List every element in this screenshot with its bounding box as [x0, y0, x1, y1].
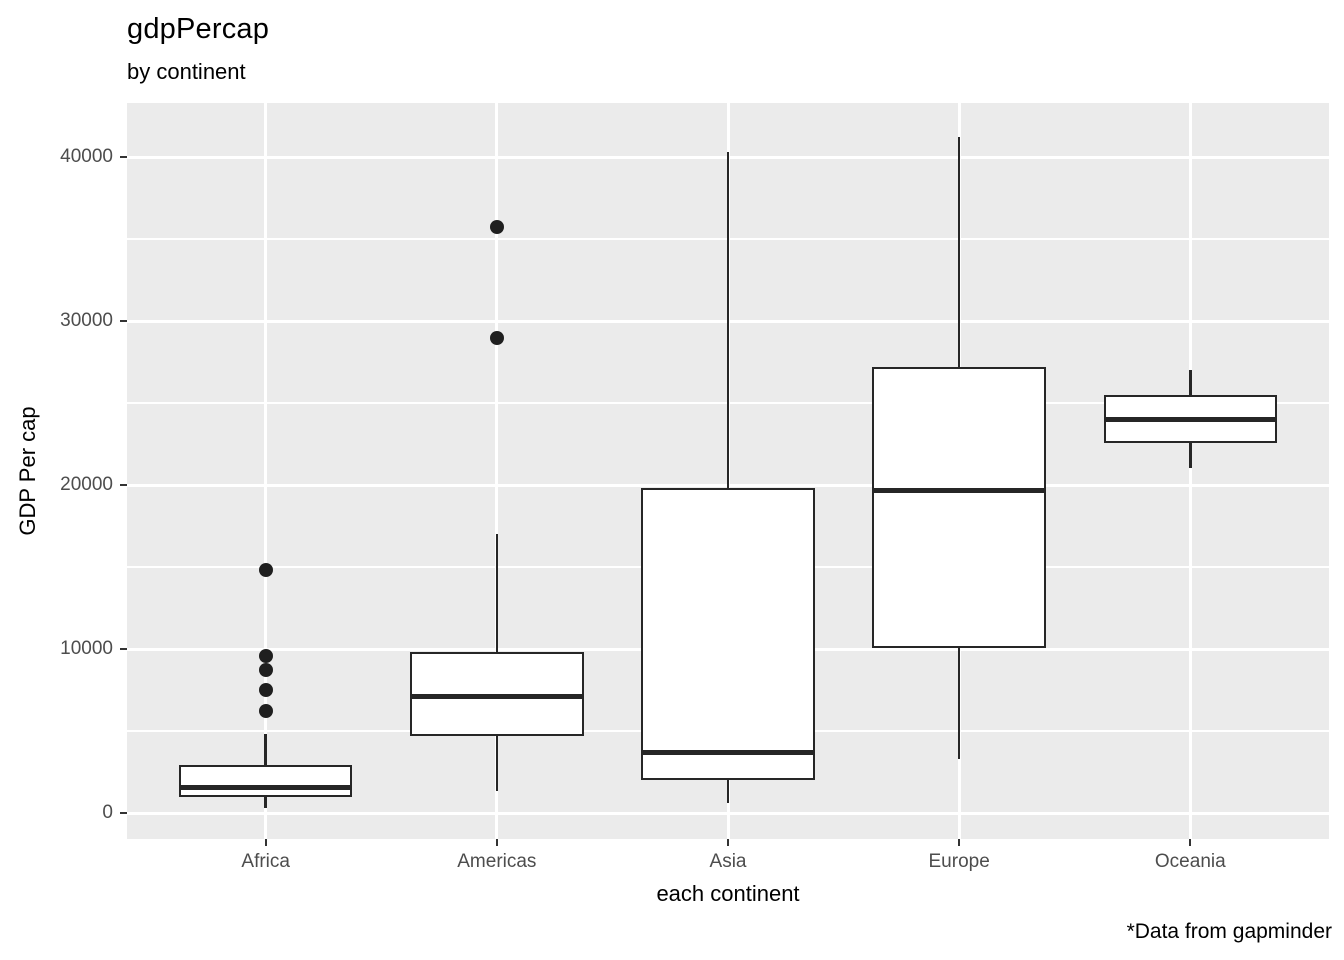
whisker-lower-oceania	[1189, 443, 1192, 468]
x-tick-label-europe: Europe	[928, 851, 990, 872]
outlier-dot-africa	[258, 563, 273, 578]
whisker-lower-asia	[726, 780, 730, 804]
y-tick-label-40000: 40000	[60, 146, 113, 167]
y-tick-label-20000: 20000	[60, 474, 113, 495]
y-tick-30000	[120, 320, 127, 322]
y-axis-title: GDP Per cap	[15, 406, 40, 536]
box-africa	[179, 764, 353, 798]
outlier-dot-africa	[258, 704, 273, 719]
whisker-upper-africa	[264, 734, 267, 765]
y-tick-0	[120, 812, 127, 814]
outlier-dot-americas	[489, 331, 504, 346]
gridline-x-africa	[264, 103, 268, 839]
y-tick-label-30000: 30000	[60, 310, 113, 331]
whisker-lower-africa	[264, 797, 267, 809]
median-line-americas	[410, 694, 584, 700]
x-axis-title: each continent	[656, 881, 800, 906]
x-tick-oceania	[1189, 839, 1192, 846]
gridline-x-oceania	[1188, 103, 1192, 839]
x-tick-asia	[727, 839, 729, 846]
plot-panel	[127, 103, 1329, 839]
plot-subtitle: by continent	[127, 59, 246, 84]
plot-title: gdpPercap	[127, 13, 270, 45]
outlier-dot-africa	[258, 663, 273, 678]
outlier-dot-africa	[258, 683, 273, 697]
whisker-upper-asia	[726, 152, 730, 489]
x-tick-americas	[495, 839, 498, 846]
median-line-oceania	[1103, 416, 1277, 422]
outlier-dot-americas	[489, 219, 504, 234]
whisker-lower-europe	[957, 648, 961, 759]
plot-caption: *Data from gapminder	[1126, 920, 1332, 943]
x-tick-label-americas: Americas	[457, 851, 537, 872]
x-tick-africa	[264, 839, 267, 846]
x-tick-label-asia: Asia	[709, 851, 747, 872]
outlier-dot-africa	[258, 648, 273, 663]
box-europe	[872, 366, 1046, 649]
y-tick-10000	[120, 648, 127, 650]
whisker-upper-europe	[957, 136, 961, 367]
whisker-lower-americas	[495, 735, 499, 791]
y-tick-label-10000: 10000	[60, 638, 113, 659]
x-tick-label-oceania: Oceania	[1154, 851, 1226, 872]
x-tick-europe	[958, 839, 961, 846]
y-tick-40000	[120, 156, 127, 158]
x-tick-label-africa: Africa	[241, 851, 290, 872]
median-line-africa	[179, 785, 353, 791]
gridline-x-americas	[495, 103, 499, 839]
median-line-europe	[872, 488, 1046, 494]
box-asia	[641, 488, 815, 781]
whisker-upper-oceania	[1189, 370, 1192, 395]
y-tick-label-0: 0	[102, 802, 113, 823]
y-tick-20000	[120, 484, 127, 486]
median-line-asia	[641, 749, 815, 755]
whisker-upper-americas	[495, 534, 499, 653]
